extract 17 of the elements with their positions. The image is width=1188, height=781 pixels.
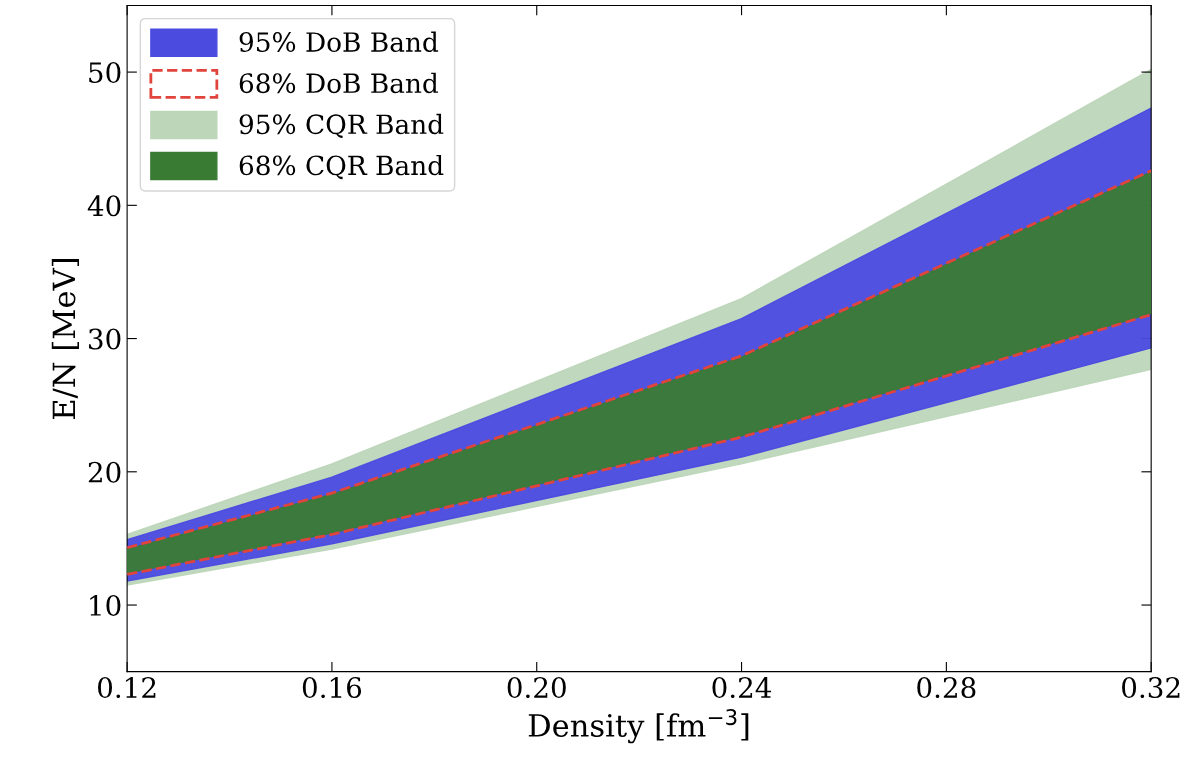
legend-label: 68% CQR Band <box>239 154 444 180</box>
x-axis-title: Density [fm$^{−3}$] <box>528 708 749 744</box>
x-tick-label: 0.28 <box>917 677 976 699</box>
y-axis-title: E/N [MeV] <box>51 259 80 420</box>
y-tick-label: 10 <box>90 594 121 616</box>
legend-label: 95% CQR Band <box>239 113 444 139</box>
x-tick-label: 0.12 <box>98 677 156 699</box>
y-tick-label: 50 <box>89 62 121 84</box>
y-tick-label: 20 <box>88 461 121 483</box>
legend-label: 95% DoB Band <box>239 31 439 53</box>
x-tick-label: 0.32 <box>1122 677 1180 699</box>
x-tick-label: 0.24 <box>712 677 772 699</box>
legend-label: 68% DoB Band <box>239 72 439 94</box>
x-tick-label: 0.20 <box>507 677 566 699</box>
y-tick-label: 40 <box>87 195 121 217</box>
x-tick-label: 0.16 <box>302 677 362 699</box>
y-tick-label: 30 <box>89 328 121 350</box>
